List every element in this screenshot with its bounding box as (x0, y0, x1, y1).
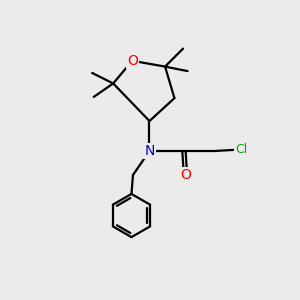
Text: N: N (144, 144, 155, 158)
Text: O: O (180, 168, 191, 182)
Text: Cl: Cl (235, 143, 247, 156)
Text: O: O (127, 54, 138, 68)
